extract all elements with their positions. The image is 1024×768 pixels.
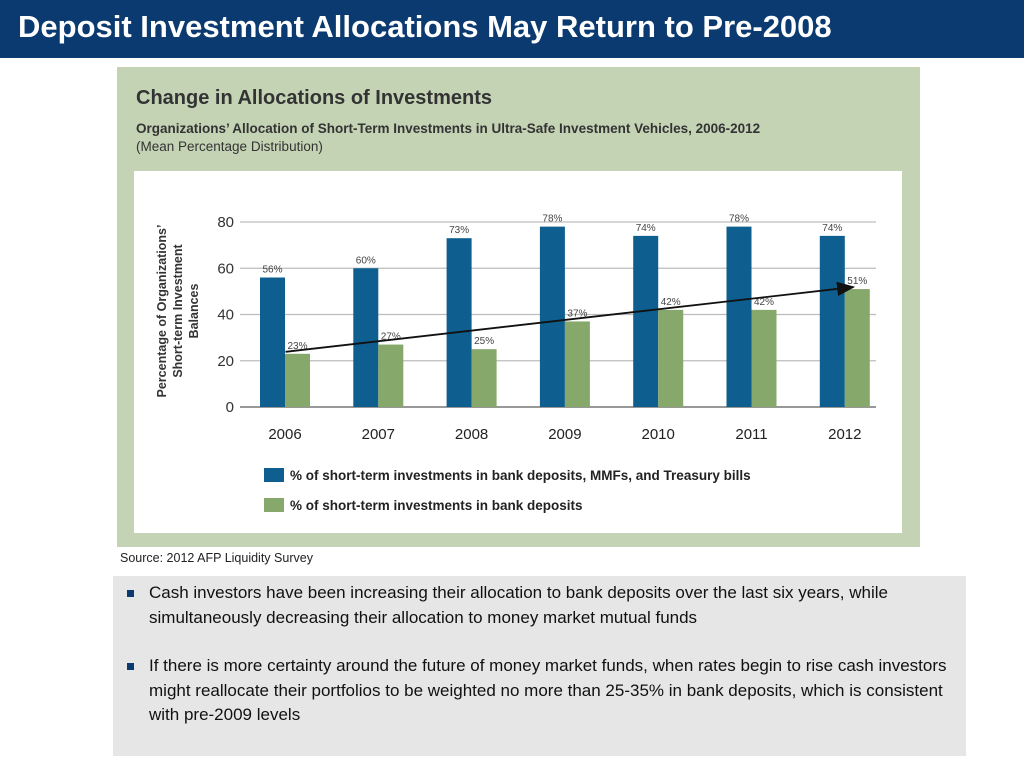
- data-label: 60%: [356, 255, 376, 266]
- data-label: 51%: [847, 276, 867, 287]
- x-tick-label: 2008: [455, 426, 488, 443]
- square-bullet-icon: [127, 663, 134, 670]
- y-axis-label: Balances: [187, 284, 201, 339]
- square-bullet-icon: [127, 590, 134, 597]
- legend-swatch: [264, 498, 284, 512]
- y-tick-label: 80: [217, 214, 234, 231]
- bar-deposits: [285, 353, 310, 407]
- data-label: 27%: [381, 332, 401, 343]
- trend-arrow: [285, 281, 856, 353]
- bar-deposits: [378, 344, 404, 407]
- bar-total: [726, 226, 752, 407]
- slide-title: Deposit Investment Allocations May Retur…: [18, 9, 832, 44]
- legend-label: % of short-term investments in bank depo…: [290, 498, 583, 513]
- bar-total: [353, 268, 379, 407]
- x-tick-label: 2012: [828, 426, 861, 443]
- bar-total: [819, 235, 845, 407]
- bullet-text: Cash investors have been increasing thei…: [149, 583, 888, 627]
- data-label: 25%: [474, 336, 494, 347]
- y-axis-label: Short-term Investment: [171, 243, 185, 377]
- bar-deposits: [471, 349, 497, 407]
- y-tick-label: 20: [217, 353, 234, 370]
- title-bar: Deposit Investment Allocations May Retur…: [0, 0, 1024, 58]
- bar-total: [539, 226, 565, 407]
- chart-title: Change in Allocations of Investments: [136, 87, 492, 109]
- data-label: 42%: [754, 297, 774, 308]
- data-label: 42%: [661, 297, 681, 308]
- legend-label: % of short-term investments in bank depo…: [290, 468, 751, 483]
- bar-total: [633, 235, 659, 407]
- bullet-item: If there is more certainty around the fu…: [125, 654, 951, 728]
- chart-note: (Mean Percentage Distribution): [136, 139, 323, 154]
- y-tick-label: 40: [217, 307, 234, 324]
- data-label: 56%: [262, 265, 282, 276]
- bar-deposits: [844, 289, 870, 407]
- data-label: 37%: [567, 308, 587, 319]
- bar-deposits: [751, 309, 777, 407]
- x-tick-label: 2009: [548, 426, 581, 443]
- bar-chart: 0 20 40 60 80 Percentage of Organizations’ Sho…: [155, 214, 876, 513]
- data-label: 73%: [449, 225, 469, 236]
- chart-figure: Change in Allocations of Investments Org…: [117, 67, 920, 547]
- x-tick-label: 2007: [362, 426, 395, 443]
- bar-total: [260, 277, 285, 407]
- source-caption: Source: 2012 AFP Liquidity Survey: [120, 551, 313, 565]
- chart-plot-area: 0 20 40 60 80 Percentage of Organizations’ Sho…: [134, 171, 902, 533]
- bar-deposits: [564, 321, 590, 407]
- bullet-list: Cash investors have been increasing thei…: [113, 576, 966, 756]
- data-label: 78%: [542, 214, 562, 225]
- x-tick-label: 2006: [268, 426, 301, 443]
- data-label: 23%: [287, 341, 307, 352]
- bar-deposits: [658, 309, 684, 407]
- y-tick-label: 0: [226, 399, 234, 416]
- bar-total: [446, 238, 472, 407]
- data-label: 78%: [729, 214, 749, 225]
- chart-subtitle: Organizations’ Allocation of Short-Term …: [136, 121, 761, 136]
- x-tick-label: 2010: [642, 426, 675, 443]
- legend-swatch: [264, 468, 284, 482]
- data-label: 74%: [636, 223, 656, 234]
- y-tick-label: 60: [217, 260, 234, 277]
- y-axis-label: Percentage of Organizations’: [155, 225, 169, 398]
- x-tick-label: 2011: [735, 426, 767, 443]
- data-label: 74%: [822, 223, 842, 234]
- bullet-item: Cash investors have been increasing thei…: [125, 581, 951, 630]
- bullet-text: If there is more certainty around the fu…: [149, 656, 947, 724]
